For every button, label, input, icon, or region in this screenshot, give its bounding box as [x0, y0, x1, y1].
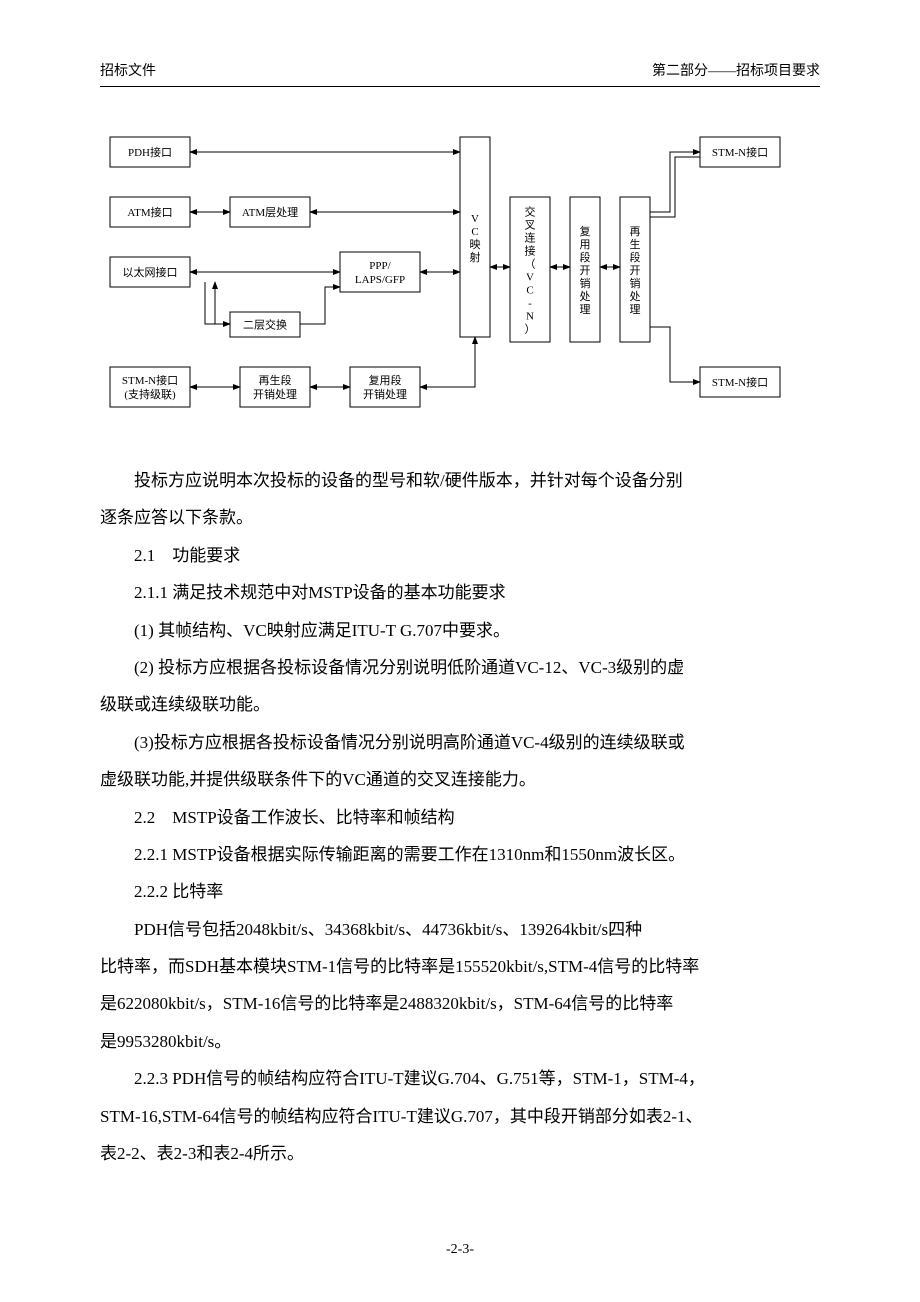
svg-text:二层交换: 二层交换	[243, 318, 287, 332]
svg-text:）: ）	[525, 323, 536, 336]
svg-text:再: 再	[630, 226, 641, 238]
diagram-svg: PDH接口ATM接口以太网接口STM-N接口(支持级联)ATM层处理二层交换PP…	[100, 127, 820, 437]
svg-text:STM-N接口: STM-N接口	[122, 374, 178, 387]
svg-text:用: 用	[580, 239, 591, 251]
paragraph: 表2-2、表2-3和表2-4所示。	[100, 1135, 820, 1172]
paragraph: (1) 其帧结构、VC映射应满足ITU-T G.707中要求。	[100, 612, 820, 649]
svg-text:LAPS/GFP: LAPS/GFP	[355, 274, 405, 286]
paragraph: 2.2.2 比特率	[100, 873, 820, 910]
svg-text:PDH接口: PDH接口	[128, 146, 172, 159]
paragraph: 投标方应说明本次投标的设备的型号和软/硬件版本，并针对每个设备分别	[100, 462, 820, 499]
svg-text:C: C	[471, 226, 478, 238]
page-footer: -2-3-	[100, 1242, 820, 1258]
svg-text:开销处理: 开销处理	[253, 387, 297, 401]
svg-text:叉: 叉	[525, 220, 536, 232]
svg-text:再生段: 再生段	[259, 373, 292, 387]
paragraph: 2.2 MSTP设备工作波长、比特率和帧结构	[100, 799, 820, 836]
paragraph: (3)投标方应根据各投标设备情况分别说明高阶通道VC-4级别的连续级联或	[100, 724, 820, 761]
svg-text:-: -	[528, 298, 532, 310]
svg-text:段: 段	[580, 250, 591, 264]
svg-text:复: 复	[580, 224, 591, 238]
svg-text:射: 射	[470, 250, 481, 264]
paragraph: 2.2.1 MSTP设备根据实际传输距离的需要工作在1310nm和1550nm波…	[100, 836, 820, 873]
paragraph: PDH信号包括2048kbit/s、34368kbit/s、44736kbit/…	[100, 911, 820, 948]
svg-text:销: 销	[580, 276, 591, 290]
svg-text:以太网接口: 以太网接口	[123, 266, 178, 279]
page-header: 招标文件 第二部分——招标项目要求	[100, 60, 820, 87]
document-body: 投标方应说明本次投标的设备的型号和软/硬件版本，并针对每个设备分别逐条应答以下条…	[100, 462, 820, 1172]
svg-text:V: V	[471, 213, 479, 225]
paragraph: 虚级联功能,并提供级联条件下的VC通道的交叉连接能力。	[100, 761, 820, 798]
paragraph: 2.1 功能要求	[100, 537, 820, 574]
svg-text:理: 理	[580, 303, 591, 316]
svg-text:STM-N接口: STM-N接口	[712, 376, 768, 389]
svg-text:连: 连	[525, 232, 536, 245]
svg-text:PPP/: PPP/	[369, 260, 391, 272]
svg-text:接: 接	[525, 245, 536, 258]
svg-text:开: 开	[580, 265, 591, 277]
svg-text:（: （	[525, 258, 536, 271]
svg-text:开销处理: 开销处理	[363, 387, 407, 401]
svg-text:处: 处	[580, 290, 591, 303]
paragraph: 是622080kbit/s，STM-16信号的比特率是2488320kbit/s…	[100, 985, 820, 1022]
svg-text:理: 理	[630, 303, 641, 316]
paragraph: 2.1.1 满足技术规范中对MSTP设备的基本功能要求	[100, 574, 820, 611]
svg-text:C: C	[526, 285, 533, 297]
svg-text:ATM层处理: ATM层处理	[242, 206, 298, 219]
svg-text:生: 生	[630, 237, 641, 251]
svg-text:复用段: 复用段	[369, 373, 402, 387]
header-right: 第二部分——招标项目要求	[652, 60, 820, 80]
svg-text:ATM接口: ATM接口	[127, 206, 172, 219]
paragraph: STM-16,STM-64信号的帧结构应符合ITU-T建议G.707，其中段开销…	[100, 1098, 820, 1135]
page-number: -2-3-	[446, 1242, 474, 1257]
paragraph: 比特率，而SDH基本模块STM-1信号的比特率是155520kbit/s,STM…	[100, 948, 820, 985]
svg-text:(支持级联): (支持级联)	[124, 387, 176, 401]
svg-text:段: 段	[630, 250, 641, 264]
svg-text:销: 销	[630, 276, 641, 290]
svg-text:STM-N接口: STM-N接口	[712, 146, 768, 159]
mstp-block-diagram: PDH接口ATM接口以太网接口STM-N接口(支持级联)ATM层处理二层交换PP…	[100, 127, 820, 442]
svg-text:N: N	[526, 311, 534, 323]
header-left: 招标文件	[100, 60, 156, 80]
svg-text:映: 映	[470, 238, 481, 251]
svg-text:处: 处	[630, 290, 641, 303]
paragraph: 2.2.3 PDH信号的帧结构应符合ITU-T建议G.704、G.751等，ST…	[100, 1060, 820, 1097]
svg-text:开: 开	[630, 265, 641, 277]
paragraph: 级联或连续级联功能。	[100, 686, 820, 723]
paragraph: 是9953280kbit/s。	[100, 1023, 820, 1060]
paragraph: 逐条应答以下条款。	[100, 499, 820, 536]
svg-text:交: 交	[525, 205, 536, 219]
paragraph: (2) 投标方应根据各投标设备情况分别说明低阶通道VC-12、VC-3级别的虚	[100, 649, 820, 686]
svg-text:V: V	[526, 272, 534, 284]
